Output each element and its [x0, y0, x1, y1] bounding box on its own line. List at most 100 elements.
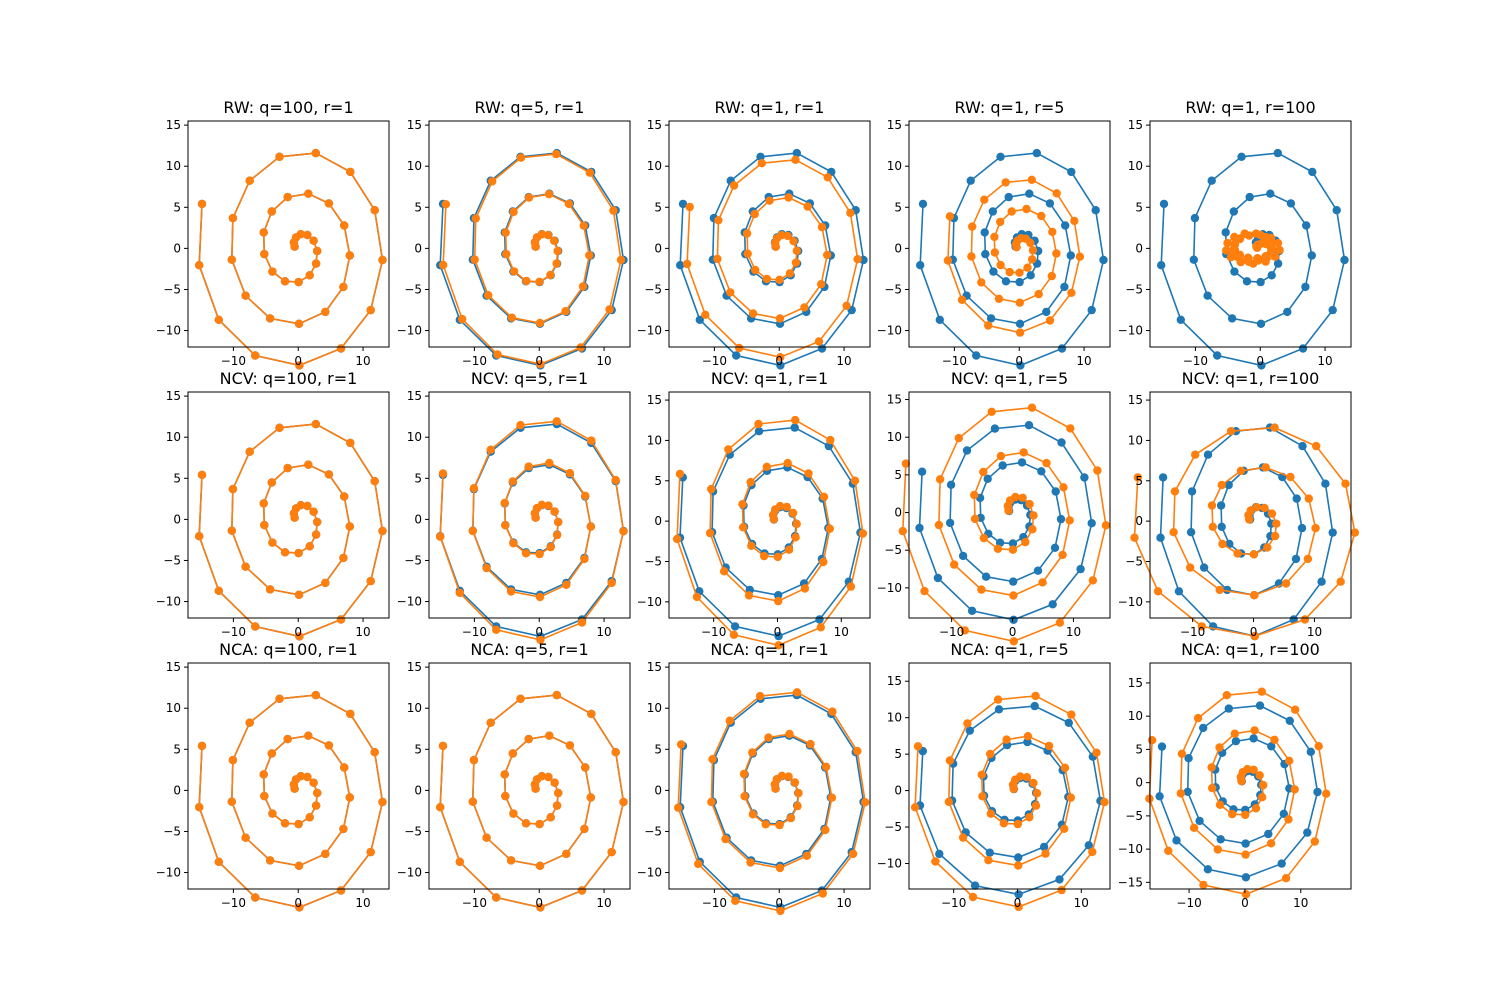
- axes-frame: [1149, 391, 1352, 619]
- series-2-point: [1245, 231, 1254, 240]
- series-1-point: [1292, 494, 1301, 503]
- series-1-point: [754, 427, 764, 436]
- series-2-point: [999, 819, 1008, 828]
- series-2-point: [585, 168, 594, 177]
- series-2-point: [817, 280, 826, 289]
- series-2-point: [1230, 729, 1240, 738]
- x-tick-label: 10: [1317, 354, 1332, 368]
- series-2-point: [500, 498, 509, 508]
- series-2-point: [1312, 441, 1321, 451]
- series-1-point: [1080, 473, 1089, 482]
- series-2-point: [311, 801, 321, 810]
- series-2-point: [294, 548, 303, 558]
- series-1-point: [1328, 528, 1337, 537]
- series-2-point: [280, 819, 290, 828]
- series-2-point: [746, 858, 755, 867]
- series-2-point: [611, 748, 620, 757]
- axes-frame: [1149, 120, 1352, 348]
- x-tick-label: −10: [462, 896, 487, 910]
- axes-frame: [187, 391, 390, 619]
- y-tick-label: −5: [404, 282, 422, 296]
- subplot-panel: NCV: q=5, r=1 −10 0 10 −10 −5 0 5 10 15: [397, 369, 631, 645]
- series-2-point: [1004, 506, 1013, 515]
- series-2-point: [719, 567, 729, 576]
- series-1-point: [1224, 480, 1233, 490]
- series-2-point: [324, 741, 334, 750]
- series-2-point: [1019, 448, 1028, 457]
- series-1-point: [1064, 718, 1074, 727]
- axes-frame: [668, 391, 871, 619]
- subplot-title: NCA: q=1, r=5: [950, 640, 1068, 659]
- series-2-point: [1222, 246, 1231, 255]
- series-2-point: [470, 255, 479, 264]
- series-2-point: [765, 196, 774, 205]
- series-2-point: [754, 419, 763, 429]
- series-1-point: [1264, 829, 1273, 839]
- series-2-point: [1038, 578, 1047, 587]
- x-tick-label: −10: [462, 354, 487, 368]
- series-2-point: [321, 849, 330, 859]
- series-2-point: [580, 824, 589, 834]
- series-2-point: [305, 813, 314, 822]
- series-2-point: [554, 517, 563, 527]
- series-2-point: [290, 784, 299, 793]
- y-tick-label: −10: [877, 581, 902, 595]
- series-2-point: [535, 861, 545, 870]
- series-2-point: [1260, 503, 1269, 513]
- series-2-point: [1341, 479, 1350, 488]
- series-1-point: [1221, 228, 1230, 237]
- y-tick-label: 15: [407, 660, 422, 674]
- series-1-point: [1033, 566, 1043, 575]
- series-2-point: [501, 791, 510, 801]
- series-1-point: [1307, 251, 1317, 260]
- series-2-point: [607, 578, 616, 588]
- series-1-point: [1045, 199, 1055, 208]
- y-tick-label: 0: [414, 512, 422, 526]
- series-1-point: [1001, 277, 1011, 286]
- series-2-point: [1272, 519, 1281, 528]
- series-2-point: [1261, 463, 1270, 472]
- series-2-point: [791, 415, 800, 425]
- series-2-point: [524, 193, 534, 202]
- series-2-point: [794, 788, 803, 798]
- x-tick-label: 10: [836, 896, 851, 910]
- series-2-point: [1304, 494, 1314, 503]
- series-2-point: [1270, 735, 1279, 744]
- series-2-point: [536, 635, 545, 645]
- series-2-point: [378, 526, 387, 536]
- series-2-point: [1250, 726, 1259, 735]
- series-2-point: [977, 585, 986, 594]
- series-2-point: [708, 755, 717, 764]
- series-2-point: [1222, 691, 1232, 700]
- series-2-point: [1045, 316, 1055, 325]
- subplot-title: NCA: q=5, r=1: [470, 640, 588, 659]
- y-tick-label: −5: [1125, 555, 1143, 569]
- series-2-point: [1241, 890, 1251, 899]
- series-2-point: [339, 282, 348, 292]
- series-1-point: [918, 199, 928, 209]
- subplot-panel: RW: q=1, r=100 −10 0 10 −10 −5 0 5 10 15: [1118, 98, 1352, 370]
- subplot-title: RW: q=5, r=1: [475, 98, 585, 117]
- series-2-point: [990, 248, 999, 257]
- series-2-point: [340, 763, 349, 772]
- series-1-point: [1026, 271, 1035, 280]
- series-2-point: [546, 813, 555, 822]
- x-tick-label: 10: [836, 354, 851, 368]
- series-2-point: [990, 232, 999, 242]
- y-tick-label: −10: [637, 595, 662, 609]
- series-2-point: [1218, 539, 1227, 549]
- series-2-point: [345, 793, 354, 802]
- series-2-point: [546, 270, 555, 280]
- y-tick-label: 0: [894, 241, 902, 255]
- series-2-point: [562, 849, 571, 859]
- series-2-point: [1060, 763, 1070, 772]
- series-2-point: [501, 521, 510, 530]
- y-tick-label: 5: [173, 471, 181, 485]
- series-2-point: [1186, 563, 1195, 572]
- series-2-point: [309, 778, 318, 787]
- x-tick-label: 0: [535, 354, 543, 368]
- series-1-point: [986, 314, 996, 323]
- series-1-point: [1203, 450, 1213, 459]
- series-2-point: [750, 209, 759, 219]
- series-2-point: [304, 189, 313, 198]
